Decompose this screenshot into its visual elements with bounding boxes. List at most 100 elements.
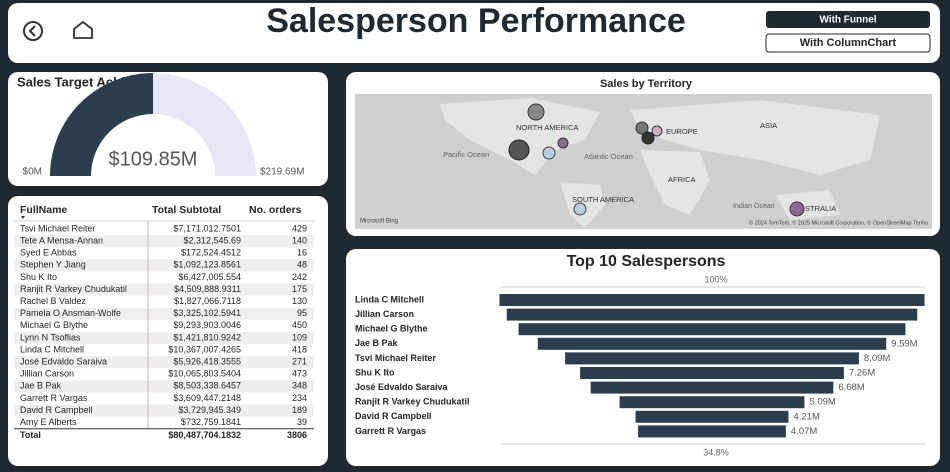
table: FullName Total Subtotal No. orders Tsvi Mic… [14, 204, 314, 440]
funnel-bar [537, 337, 887, 350]
category-label: Ranjit R Varkey Chudukatil [355, 397, 470, 407]
funnel-bar [580, 367, 844, 379]
total-cell: Total [20, 430, 41, 440]
table-cell: Stephen Y Jiang [20, 260, 86, 270]
category-label: Shu K Ito [355, 367, 395, 377]
table-cell: $4,509,888.9311 [174, 284, 241, 294]
table-cell: Lynn N Tsoflias [20, 332, 81, 342]
column-button[interactable] [765, 33, 931, 53]
funnel-button[interactable] [766, 11, 930, 28]
table-cell: Syed E Abbas [20, 248, 77, 258]
button-label[interactable]: With ColumnChart [800, 37, 897, 49]
table-cell: $10,367,007.4265 [168, 344, 241, 354]
map-label: ASIA [760, 121, 777, 130]
row-stripe [14, 356, 314, 369]
map-label: STRALIA [805, 204, 836, 213]
header-panel [8, 3, 940, 63]
funnel-bar [499, 294, 925, 306]
table-cell: $732,759.1841 [181, 417, 241, 427]
map-label: AFRICA [668, 175, 696, 184]
annotation: 100% [704, 274, 727, 284]
table-cell: 348 [292, 381, 307, 391]
row-stripe [14, 259, 314, 272]
funnel-title: Top 10 Salespersons [567, 253, 726, 270]
funnel-bar [518, 323, 906, 336]
table-cell: Michael G Blythe [20, 320, 88, 330]
table-cell: 48 [297, 260, 307, 270]
table-cell: Ranjit R Varkey Chudukatil [20, 284, 127, 294]
table-cell: $1,092,123.8561 [173, 260, 241, 270]
table-cell: 109 [292, 332, 307, 342]
row-stripe [14, 331, 314, 344]
table-cell: Pamela O Ansman-Wolfe [20, 308, 121, 318]
table-cell: Amy E Alberts [20, 417, 77, 427]
funnel-bar [565, 352, 859, 365]
table-cell: 140 [292, 235, 307, 245]
table-cell: 175 [292, 284, 307, 294]
back-button[interactable] [23, 21, 43, 41]
category-label: José Edvaldo Saraiva [355, 382, 449, 392]
table-cell: José Edvaldo Saraiva [20, 356, 107, 366]
map-label: Indian Ocean [733, 203, 775, 210]
funnel-bar [619, 396, 805, 409]
table-cell: Jillian Carson [20, 369, 74, 379]
table-cell: $172,524.4512 [181, 248, 241, 258]
table-cell: Tsvi Michael Reiter [20, 223, 96, 233]
table-cell: 189 [292, 405, 307, 415]
category-label: Garrett R Vargas [355, 426, 426, 436]
gauge-value: $109.85M [109, 148, 198, 170]
funnel: Linda C Mitchell Jillian Carson Michael G … [355, 274, 925, 457]
column-header: Total Subtotal [152, 204, 221, 216]
row-stripe [14, 380, 314, 393]
gauge: $109.85M $0M $219.69M [23, 73, 304, 178]
table-cell: Linda C Mitchell [20, 344, 84, 354]
map-attribution[interactable]: © 2024 TomTom, © 2025 Microsoft Corporat… [749, 219, 928, 226]
data-label: 8.09M [864, 353, 890, 364]
category-label: Linda C Mitchell [355, 294, 424, 304]
table-cell: 234 [292, 393, 307, 403]
button-label[interactable]: With Funnel [819, 15, 876, 26]
map-label: NORTH AMERICA [516, 123, 578, 132]
table-cell: Tete A Mensa-Annan [20, 235, 103, 245]
data-label: 7.26M [849, 368, 875, 379]
table-cell: $7,171,012.7501 [173, 223, 241, 233]
funnel-bar [638, 425, 786, 438]
page-title: Salesperson Performance [266, 2, 686, 40]
table-cell: $3,609,447.2148 [173, 393, 241, 403]
gauge-fill [50, 73, 154, 176]
map-label: Atlantic Ocean [584, 152, 633, 161]
map-title: Sales by Territory [600, 78, 693, 90]
row-stripe [14, 235, 314, 248]
funnel-bar [590, 381, 834, 394]
column-header: FullName [20, 204, 67, 216]
table-cell: Jae B Pak [20, 381, 62, 391]
map [355, 94, 932, 229]
table-cell: $9,293,903.0046 [173, 320, 241, 330]
annotation: 34.8% [703, 447, 729, 457]
table-cell: Rachel B Valdez [20, 296, 86, 306]
data-label: 4.21M [793, 411, 819, 422]
row-stripe [14, 307, 314, 320]
table-cell: $1,421,810.9242 [173, 332, 241, 342]
funnel-bar [635, 410, 789, 423]
table-cell: $5,926,418.3555 [173, 356, 241, 366]
data-label: 6.68M [838, 382, 864, 393]
total-cell: $80,487,704.1832 [168, 430, 241, 440]
table-cell: Garrett R Vargas [20, 393, 88, 403]
table-cell: $3,325,102.5941 [173, 308, 241, 318]
table-cell: $3,729,945.349 [178, 405, 241, 415]
table-cell: 39 [297, 417, 307, 427]
gauge-tick-label: $0M [23, 167, 42, 178]
table-cell: David R Campbell [20, 405, 93, 415]
home-button[interactable] [73, 20, 93, 39]
map-label: EUROPE [666, 127, 698, 136]
data-label: 5.09M [809, 397, 835, 408]
table-cell: 95 [297, 308, 307, 318]
table-cell: 473 [292, 369, 307, 379]
category-label: Tsvi Michael Reiter [355, 353, 436, 363]
table-cell: $2,312,545.69 [183, 235, 241, 245]
table-cell: 242 [292, 272, 307, 282]
table-cell: 16 [297, 248, 307, 258]
row-stripe [14, 404, 314, 417]
table-cell: $10,065,803.5404 [168, 369, 241, 379]
